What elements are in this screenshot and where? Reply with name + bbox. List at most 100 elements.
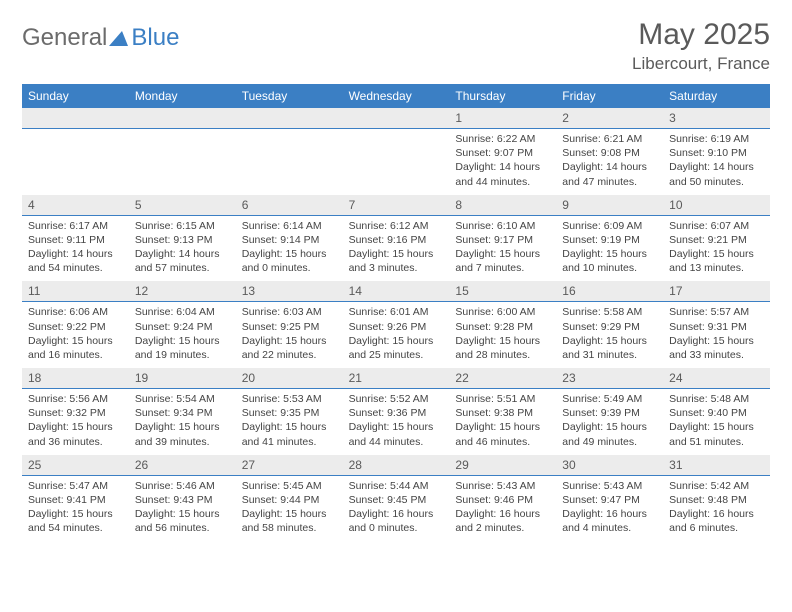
- day-daylight1: Daylight: 15 hours: [562, 334, 657, 348]
- day-sunset: Sunset: 9:28 PM: [455, 320, 550, 334]
- day-header: Friday: [556, 84, 663, 108]
- day-sunrise: Sunrise: 5:56 AM: [28, 392, 123, 406]
- day-number: 3: [663, 108, 770, 128]
- day-daylight2: and 47 minutes.: [562, 175, 657, 189]
- day-number: 14: [343, 281, 450, 301]
- day-daylight2: and 39 minutes.: [135, 435, 230, 449]
- day-sunrise: Sunrise: 5:43 AM: [455, 479, 550, 493]
- day-daylight2: and 57 minutes.: [135, 261, 230, 275]
- day-sunrise: Sunrise: 6:06 AM: [28, 305, 123, 319]
- day-number: 30: [556, 455, 663, 475]
- day-number: [129, 108, 236, 128]
- day-sunset: Sunset: 9:31 PM: [669, 320, 764, 334]
- day-number: 8: [449, 195, 556, 215]
- day-daylight2: and 4 minutes.: [562, 521, 657, 535]
- day-sunrise: Sunrise: 5:48 AM: [669, 392, 764, 406]
- day-sunset: Sunset: 9:14 PM: [242, 233, 337, 247]
- day-sunrise: Sunrise: 5:47 AM: [28, 479, 123, 493]
- day-daylight1: Daylight: 16 hours: [669, 507, 764, 521]
- day-sunset: Sunset: 9:25 PM: [242, 320, 337, 334]
- day-cell: [22, 129, 129, 195]
- day-sunrise: Sunrise: 5:45 AM: [242, 479, 337, 493]
- day-cell: Sunrise: 5:45 AMSunset: 9:44 PMDaylight:…: [236, 476, 343, 542]
- day-sunrise: Sunrise: 5:44 AM: [349, 479, 444, 493]
- day-cell: Sunrise: 5:58 AMSunset: 9:29 PMDaylight:…: [556, 302, 663, 368]
- day-sunset: Sunset: 9:11 PM: [28, 233, 123, 247]
- day-sunset: Sunset: 9:36 PM: [349, 406, 444, 420]
- day-sunrise: Sunrise: 6:01 AM: [349, 305, 444, 319]
- day-daylight1: Daylight: 15 hours: [349, 420, 444, 434]
- day-daylight1: Daylight: 14 hours: [455, 160, 550, 174]
- day-sunrise: Sunrise: 6:10 AM: [455, 219, 550, 233]
- day-sunset: Sunset: 9:39 PM: [562, 406, 657, 420]
- day-cell: Sunrise: 6:09 AMSunset: 9:19 PMDaylight:…: [556, 216, 663, 282]
- content-row: Sunrise: 6:06 AMSunset: 9:22 PMDaylight:…: [22, 302, 770, 368]
- day-sunrise: Sunrise: 6:12 AM: [349, 219, 444, 233]
- day-cell: Sunrise: 6:00 AMSunset: 9:28 PMDaylight:…: [449, 302, 556, 368]
- day-sunrise: Sunrise: 5:51 AM: [455, 392, 550, 406]
- day-daylight1: Daylight: 15 hours: [135, 507, 230, 521]
- day-daylight1: Daylight: 15 hours: [455, 420, 550, 434]
- daynum-row: 123: [22, 108, 770, 129]
- day-cell: [236, 129, 343, 195]
- day-cell: [343, 129, 450, 195]
- day-number: [343, 108, 450, 128]
- day-sunrise: Sunrise: 6:22 AM: [455, 132, 550, 146]
- day-cell: Sunrise: 5:56 AMSunset: 9:32 PMDaylight:…: [22, 389, 129, 455]
- day-sunset: Sunset: 9:22 PM: [28, 320, 123, 334]
- day-daylight2: and 58 minutes.: [242, 521, 337, 535]
- day-number: 4: [22, 195, 129, 215]
- day-cell: Sunrise: 6:03 AMSunset: 9:25 PMDaylight:…: [236, 302, 343, 368]
- day-daylight2: and 33 minutes.: [669, 348, 764, 362]
- day-sunrise: Sunrise: 6:00 AM: [455, 305, 550, 319]
- day-headers-row: SundayMondayTuesdayWednesdayThursdayFrid…: [22, 84, 770, 108]
- day-cell: Sunrise: 6:19 AMSunset: 9:10 PMDaylight:…: [663, 129, 770, 195]
- day-sunset: Sunset: 9:43 PM: [135, 493, 230, 507]
- day-header: Thursday: [449, 84, 556, 108]
- day-daylight2: and 54 minutes.: [28, 521, 123, 535]
- logo-triangle-icon: [109, 29, 129, 47]
- day-number: 11: [22, 281, 129, 301]
- day-number: 5: [129, 195, 236, 215]
- daynum-row: 25262728293031: [22, 455, 770, 476]
- day-cell: Sunrise: 5:46 AMSunset: 9:43 PMDaylight:…: [129, 476, 236, 542]
- day-sunset: Sunset: 9:26 PM: [349, 320, 444, 334]
- day-cell: Sunrise: 5:54 AMSunset: 9:34 PMDaylight:…: [129, 389, 236, 455]
- day-sunrise: Sunrise: 5:58 AM: [562, 305, 657, 319]
- day-cell: Sunrise: 5:49 AMSunset: 9:39 PMDaylight:…: [556, 389, 663, 455]
- day-daylight1: Daylight: 15 hours: [455, 334, 550, 348]
- day-sunset: Sunset: 9:13 PM: [135, 233, 230, 247]
- logo: General Blue: [22, 24, 179, 52]
- day-cell: Sunrise: 5:57 AMSunset: 9:31 PMDaylight:…: [663, 302, 770, 368]
- day-daylight1: Daylight: 15 hours: [28, 334, 123, 348]
- day-daylight2: and 16 minutes.: [28, 348, 123, 362]
- day-daylight2: and 44 minutes.: [455, 175, 550, 189]
- day-daylight1: Daylight: 14 hours: [669, 160, 764, 174]
- day-daylight2: and 0 minutes.: [349, 521, 444, 535]
- day-daylight2: and 51 minutes.: [669, 435, 764, 449]
- day-sunset: Sunset: 9:38 PM: [455, 406, 550, 420]
- day-sunset: Sunset: 9:46 PM: [455, 493, 550, 507]
- day-header: Saturday: [663, 84, 770, 108]
- day-daylight2: and 19 minutes.: [135, 348, 230, 362]
- day-sunrise: Sunrise: 6:15 AM: [135, 219, 230, 233]
- day-number: 18: [22, 368, 129, 388]
- content-row: Sunrise: 5:47 AMSunset: 9:41 PMDaylight:…: [22, 476, 770, 542]
- day-daylight1: Daylight: 16 hours: [455, 507, 550, 521]
- day-daylight1: Daylight: 15 hours: [562, 247, 657, 261]
- day-cell: Sunrise: 6:21 AMSunset: 9:08 PMDaylight:…: [556, 129, 663, 195]
- day-daylight1: Daylight: 15 hours: [28, 507, 123, 521]
- day-daylight2: and 2 minutes.: [455, 521, 550, 535]
- day-sunset: Sunset: 9:35 PM: [242, 406, 337, 420]
- day-daylight1: Daylight: 15 hours: [242, 247, 337, 261]
- content-row: Sunrise: 5:56 AMSunset: 9:32 PMDaylight:…: [22, 389, 770, 455]
- day-number: 16: [556, 281, 663, 301]
- day-daylight1: Daylight: 15 hours: [135, 334, 230, 348]
- day-sunrise: Sunrise: 5:53 AM: [242, 392, 337, 406]
- day-daylight1: Daylight: 16 hours: [562, 507, 657, 521]
- day-daylight1: Daylight: 15 hours: [242, 420, 337, 434]
- title-block: May 2025 Libercourt, France: [632, 18, 770, 74]
- day-cell: Sunrise: 5:52 AMSunset: 9:36 PMDaylight:…: [343, 389, 450, 455]
- day-daylight1: Daylight: 15 hours: [669, 334, 764, 348]
- page-header: General Blue May 2025 Libercourt, France: [22, 18, 770, 74]
